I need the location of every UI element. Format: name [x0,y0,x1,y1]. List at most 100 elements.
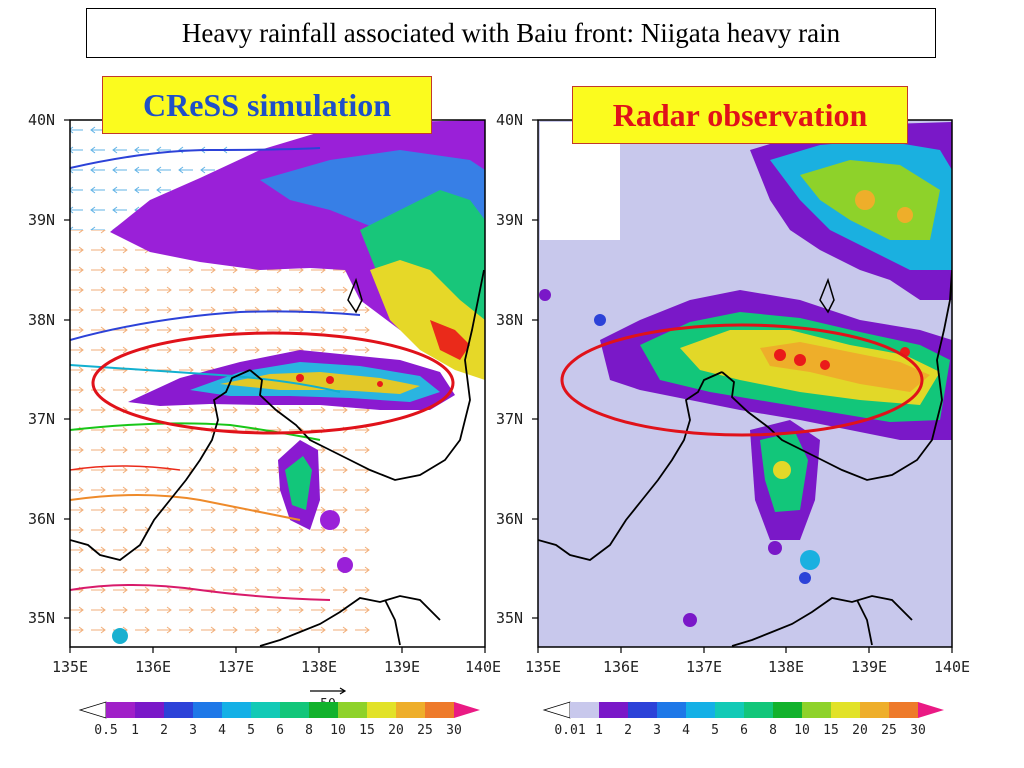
lat-label: 35N [496,609,523,627]
contour-orange [70,494,301,521]
colorbar-segment [599,702,629,718]
rainband-highlight-left [91,331,455,435]
colorbar-segment [831,702,861,718]
lat-label: 39N [496,211,523,229]
colorbar-segment [193,702,223,718]
lon-label: 136E [603,658,639,676]
left-axis-ticks [64,119,486,653]
right-lon-labels: 135E 136E 137E 138E 139E 140E [525,658,970,676]
contour-red [70,465,181,471]
lat-label: 39N [28,211,55,229]
lon-label: 137E [686,658,722,676]
lon-label: 137E [218,658,254,676]
colorbar-tick-label: 25 [881,723,897,738]
colorbar-tick-label: 4 [218,723,226,738]
colorbar-over-triangle [454,702,480,718]
lon-label: 139E [851,658,887,676]
colorbar-segment [251,702,281,718]
colorbar-tick-label: 20 [852,723,868,738]
colorbar-segment [657,702,687,718]
left-lat-labels: 40N 39N 38N 37N 36N 35N [28,111,55,627]
lat-label: 36N [496,510,523,528]
colorbar-segment [425,702,455,718]
lon-label: 140E [934,658,970,676]
contour-green [70,422,321,441]
colorbar-segment [280,702,310,718]
colorbar-tick-label: 8 [305,723,313,738]
colorbar-tick-label: 2 [624,723,632,738]
lon-label: 135E [525,658,561,676]
colorbar-segment [396,702,426,718]
colorbar-tick-label: 3 [189,723,197,738]
colorbar-segment [889,702,919,718]
colorbar-segment [367,702,397,718]
lon-label: 138E [301,658,337,676]
colorbar-tick-label: 2 [160,723,168,738]
lat-label: 35N [28,609,55,627]
right-axis-ticks [532,119,953,653]
colorbar-segment [309,702,339,718]
left-lon-labels: 135E 136E 137E 138E 139E 140E [52,658,501,676]
lat-label: 37N [28,410,55,428]
lon-label: 139E [384,658,420,676]
coastline-left [70,269,485,647]
colorbar-tick-label: 10 [794,723,810,738]
colorbar-segment [164,702,194,718]
colorbar-tick-label: 1 [595,723,603,738]
right-lat-labels: 40N 39N 38N 37N 36N 35N [496,111,523,627]
colorbar-under-triangle [78,701,107,719]
lon-label: 138E [768,658,804,676]
lon-label: 136E [135,658,171,676]
contour-cyan [70,364,341,393]
colorbar-tick-label: 30 [446,723,462,738]
colorbar-tick-label: 6 [276,723,284,738]
colorbar-tick-label: 25 [417,723,433,738]
lat-label: 40N [28,111,55,129]
colorbar-segment [135,702,165,718]
colorbar-tick-label: 4 [682,723,690,738]
radar-label: Radar observation [572,86,908,144]
colorbar-left: 0.5 1 2 3 4 5 6 8 10 15 20 25 30 [78,701,480,738]
colorbar-tick-label: 15 [359,723,375,738]
colorbar-tick-label: 3 [653,723,661,738]
colorbar-tick-label: 30 [910,723,926,738]
colorbar-segment [715,702,745,718]
colorbar-under-triangle [542,701,571,719]
left-map-panel [69,119,486,648]
colorbar-tick-label: 0.01 [554,723,585,738]
colorbar-segment [860,702,890,718]
colorbar-right: 0.01 1 2 3 4 5 6 8 10 15 20 25 30 [542,701,944,738]
lat-label: 40N [496,111,523,129]
sim-precip-north-red [430,320,470,360]
wind-vectors-westerly [70,230,370,647]
lon-label: 135E [52,658,88,676]
colorbar-tick-label: 15 [823,723,839,738]
colorbar-segment [744,702,774,718]
lat-label: 37N [496,410,523,428]
colorbar-segment [773,702,803,718]
colorbar-over-triangle [918,702,944,718]
lat-label: 38N [28,311,55,329]
colorbar-tick-label: 6 [740,723,748,738]
colorbar-tick-label: 8 [769,723,777,738]
lon-label: 140E [465,658,501,676]
colorbar-tick-label: 10 [330,723,346,738]
contour-blue-2 [70,310,361,341]
rainband-highlight-right [560,323,924,437]
colorbar-tick-label: 1 [131,723,139,738]
contour-magenta [70,584,331,601]
colorbar-segment [570,702,600,718]
colorbar-segment [686,702,716,718]
colorbar-tick-label: 5 [711,723,719,738]
colorbar-segment [628,702,658,718]
coastline-right [538,269,952,647]
colorbar-segment [106,702,136,718]
colorbar-segment [222,702,252,718]
lat-label: 38N [496,311,523,329]
contour-blue [70,147,321,169]
sim-rainband-peak [220,372,420,394]
lat-label: 36N [28,510,55,528]
right-map-panel [537,119,953,648]
colorbar-tick-label: 5 [247,723,255,738]
